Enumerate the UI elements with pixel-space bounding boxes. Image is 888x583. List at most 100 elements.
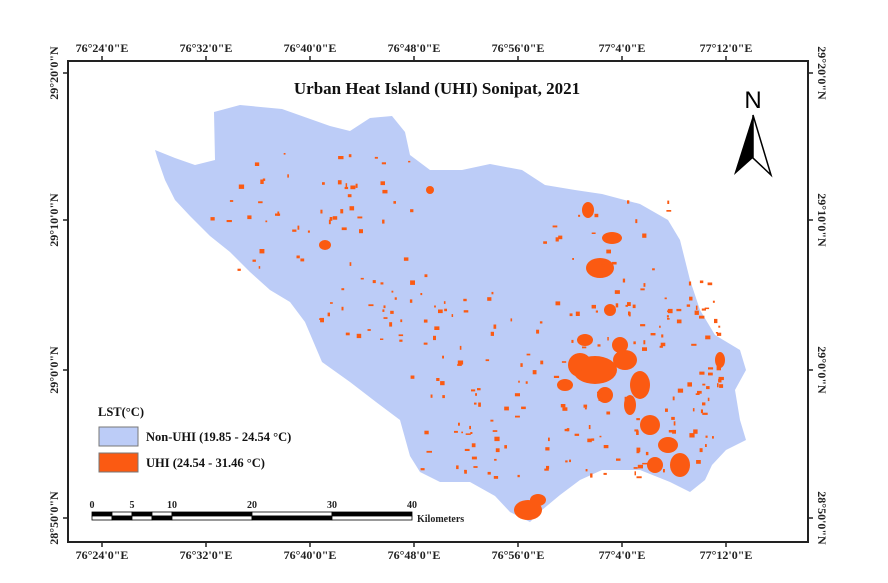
uhi-patch [660, 342, 666, 347]
uhi-patch [701, 308, 706, 311]
legend-label-uhi: UHI (24.54 - 31.46 °C) [146, 456, 265, 470]
uhi-patch [700, 409, 703, 414]
uhi-patch [645, 451, 649, 456]
scale-segment [91, 511, 113, 517]
uhi-patch [341, 227, 347, 231]
uhi-patch [494, 458, 497, 461]
scale-segment [331, 511, 413, 517]
uhi-patch [599, 435, 602, 438]
scale-label: 0 [90, 500, 95, 511]
uhi-patches [210, 153, 725, 520]
uhi-patch [706, 386, 710, 390]
uhi-patch [588, 425, 591, 430]
uhi-patch [229, 200, 234, 202]
scale-label: 40 [407, 500, 417, 511]
uhi-patch [642, 347, 647, 351]
uhi-patch [688, 281, 692, 286]
uhi-patch [555, 237, 559, 242]
uhi-patch [552, 225, 558, 228]
legend-swatch-non-uhi [98, 426, 139, 447]
map-frame [67, 60, 809, 543]
uhi-patch [347, 194, 352, 198]
graticule-ticks [63, 56, 813, 547]
uhi-patch [322, 182, 325, 185]
uhi-patch [558, 235, 563, 240]
uhi-patch [676, 308, 682, 312]
uhi-patch [595, 363, 598, 366]
uhi-patch [518, 380, 520, 383]
uhi-patch [616, 458, 621, 461]
uhi-patch [514, 393, 520, 397]
uhi-patch [490, 419, 494, 422]
uhi-patch [548, 437, 550, 442]
uhi-patch [642, 462, 648, 465]
uhi-patch [687, 382, 692, 387]
uhi-patch [582, 346, 587, 349]
uhi-patch [586, 258, 614, 278]
uhi-patch [708, 372, 713, 376]
uhi-patch [640, 324, 646, 327]
uhi-patch [707, 282, 713, 286]
uhi-patch [672, 396, 675, 401]
uhi-patch [632, 304, 636, 309]
uhi-patch [716, 332, 722, 336]
scale-segment [111, 511, 133, 517]
uhi-patch [650, 333, 656, 336]
uhi-patch [532, 370, 537, 375]
uhi-patch [464, 448, 470, 451]
uhi-patch [673, 421, 676, 426]
uhi-patch [575, 311, 580, 316]
lon-label-bottom: 76°40'0"E [284, 548, 337, 562]
uhi-patch [699, 371, 705, 375]
lon-label-top: 76°56'0"E [492, 41, 545, 55]
uhi-patch [603, 445, 609, 449]
uhi-patch [564, 428, 569, 432]
uhi-patch [636, 447, 641, 452]
uhi-patch [454, 430, 458, 433]
uhi-patch [583, 404, 588, 408]
uhi-patch [394, 297, 397, 300]
legend-label-non-uhi: Non-UHI (19.85 - 24.54 °C) [146, 430, 291, 444]
uhi-patch [344, 186, 349, 190]
uhi-patch [350, 185, 356, 190]
uhi-patch [494, 436, 500, 442]
uhi-patch [490, 331, 494, 336]
uhi-patch [633, 341, 636, 345]
uhi-patch [520, 363, 523, 367]
uhi-patch [237, 268, 241, 271]
uhi-patch [307, 230, 310, 233]
uhi-patch [689, 433, 695, 438]
uhi-patch [677, 388, 684, 393]
lon-label-top: 77°12'0"E [700, 41, 753, 55]
uhi-patch [692, 408, 695, 412]
uhi-patch [517, 474, 520, 478]
uhi-patch [695, 305, 698, 310]
uhi-patch [647, 457, 663, 473]
uhi-patch [561, 361, 567, 363]
uhi-patch [718, 325, 721, 328]
uhi-patch [584, 407, 587, 410]
uhi-patch [602, 232, 622, 244]
uhi-patch [557, 379, 573, 391]
uhi-patch [424, 430, 429, 435]
uhi-patch [475, 393, 477, 396]
uhi-patch [338, 156, 344, 160]
uhi-patch [604, 304, 616, 316]
uhi-patch [607, 337, 609, 341]
lon-label-bottom: 76°32'0"E [180, 548, 233, 562]
uhi-patch [426, 186, 434, 194]
uhi-patch [613, 350, 637, 370]
scale-segment [251, 515, 333, 521]
uhi-patch [297, 225, 300, 230]
uhi-patch [464, 469, 467, 474]
uhi-patch [355, 183, 358, 188]
uhi-patch [526, 353, 531, 356]
uhi-patch [643, 340, 646, 345]
uhi-patch [471, 456, 477, 460]
uhi-patch [349, 206, 355, 211]
uhi-patch [399, 339, 403, 342]
legend-title: LST(°C) [98, 405, 144, 419]
legend: LST(°C) Non-UHI (19.85 - 24.54 °C) UHI (… [98, 405, 291, 473]
uhi-patch [440, 381, 445, 386]
uhi-patch [704, 307, 710, 310]
